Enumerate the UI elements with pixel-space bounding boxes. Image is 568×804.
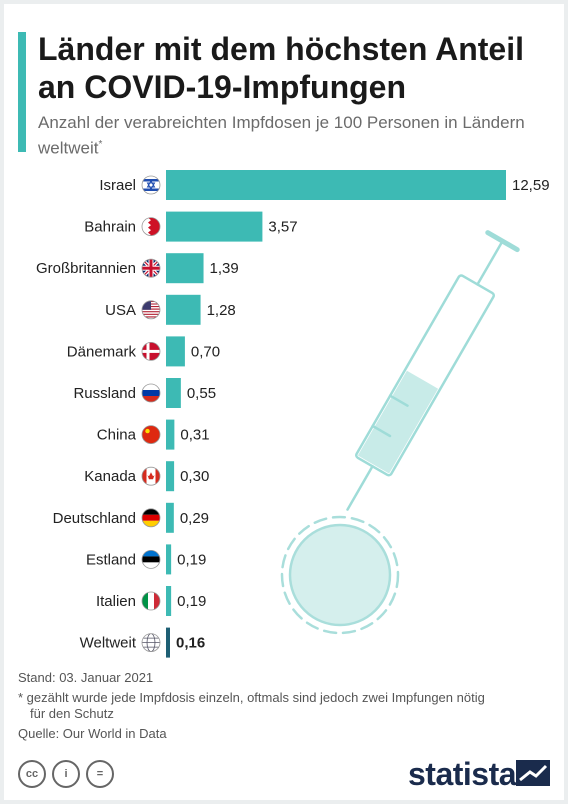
bar-7 [166,461,175,492]
bar-10 [166,586,172,616]
cc-icon[interactable]: cc [18,760,46,788]
virus-ring [280,515,400,635]
footnote-marker: * [98,139,103,150]
value-label-9: 0,19 [177,551,206,568]
syringe-plunger [476,239,504,286]
category-label-7: Kanada [84,468,136,485]
bar-9 [166,544,172,575]
value-label-4: 0,70 [191,343,220,360]
syringe-handle [485,230,520,253]
value-label-2: 1,39 [210,260,239,277]
israel-flag [141,175,161,195]
russia-flag [141,383,161,403]
uk-flag [141,258,161,278]
category-label-2: Großbritannien [36,260,136,277]
chart-subtitle: Anzahl der verabreichten Impfdosen je 10… [38,112,548,160]
value-label-3: 1,28 [207,302,236,319]
footer-note-line1: * gezählt wurde jede Impfdosis einzeln, … [18,690,485,705]
value-label-10: 0,19 [177,593,206,610]
bar-3 [166,294,201,325]
footer-date: Stand: 03. Januar 2021 [18,670,154,685]
footer-note-line2: für den Schutz [30,706,114,721]
subtitle-text: Anzahl der verabreichten Impfdosen je 10… [38,113,525,158]
category-label-1: Bahrain [84,219,136,236]
footer-source: Quelle: Our World in Data [18,726,167,741]
value-label-7: 0,30 [180,468,209,485]
category-label-9: Estland [86,551,136,568]
bar-4 [166,336,185,367]
bar-6 [166,419,175,450]
by-icon[interactable]: i [52,760,80,788]
globe-icon [141,633,161,652]
value-label-1: 3,57 [268,219,297,236]
category-label-5: Russland [73,385,136,402]
bahrain-flag [141,217,161,237]
value-label-0: 12,59 [512,177,550,194]
category-label-6: China [97,427,137,444]
infographic-card [4,4,564,800]
bar-11 [166,627,170,658]
value-label-11: 0,16 [176,635,205,652]
canada-flag [141,466,161,486]
syringe-needle [346,465,374,511]
bars-group: Israel 12,59 Bahrain 3,57 Großbritannien 1,39… [36,170,550,658]
category-label-10: Italien [96,593,136,610]
virus-body [288,523,392,627]
category-label-3: USA [105,302,136,319]
bar-1 [166,211,263,242]
bar-8 [166,502,174,533]
category-label-8: Deutschland [53,510,136,527]
bar-0 [166,170,506,200]
category-label-4: Dänemark [67,343,137,360]
title-accent-bar [18,32,26,152]
category-label-11: Weltweit [80,635,137,652]
value-label-5: 0,55 [187,385,216,402]
value-label-6: 0,31 [180,427,209,444]
syringe-illustration [280,230,520,635]
china-flag [141,425,161,445]
statista-logo-mark [516,760,550,786]
germany-flag [141,508,161,528]
category-label-0: Israel [99,177,136,194]
statista-logo[interactable]: statista [408,756,517,792]
bar-5 [166,378,181,408]
italy-flag [141,591,161,611]
chart-title: Länder mit dem höchsten Anteil an COVID-… [38,31,524,105]
denmark-flag [141,341,161,361]
syringe-fluid [357,370,439,474]
bar-2 [166,253,204,284]
value-label-8: 0,29 [180,510,209,527]
usa-flag [141,300,161,320]
nd-icon[interactable]: = [86,760,114,788]
estonia-flag [141,550,161,569]
